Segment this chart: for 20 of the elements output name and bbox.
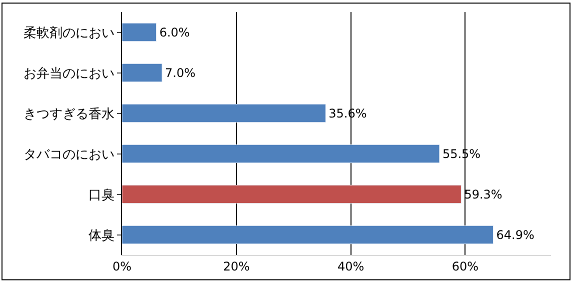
- data-label: 64.9%: [496, 228, 534, 242]
- x-tick-label: 40%: [337, 259, 364, 274]
- data-label: 6.0%: [159, 25, 190, 40]
- data-label: 59.3%: [464, 187, 502, 202]
- y-tick-label: きつすぎる香水: [23, 106, 114, 122]
- y-tick-label: 口臭: [88, 188, 114, 203]
- y-tick-label: タバコのにおい: [23, 147, 114, 162]
- y-tick-label: お弁当のにおい: [23, 66, 114, 82]
- x-tick-label: 60%: [452, 259, 479, 274]
- bar: [122, 104, 326, 123]
- bar: [122, 184, 462, 204]
- data-label: 7.0%: [165, 66, 196, 80]
- x-tick-label: 20%: [223, 259, 250, 274]
- bar: [122, 63, 162, 82]
- y-tick-label: 柔軟剤のにおい: [23, 26, 114, 41]
- x-tick-label: 0%: [112, 259, 132, 274]
- bar: [122, 225, 494, 244]
- y-tick-label: 体臭: [88, 228, 114, 244]
- bar: [122, 144, 440, 164]
- bar: [122, 22, 157, 42]
